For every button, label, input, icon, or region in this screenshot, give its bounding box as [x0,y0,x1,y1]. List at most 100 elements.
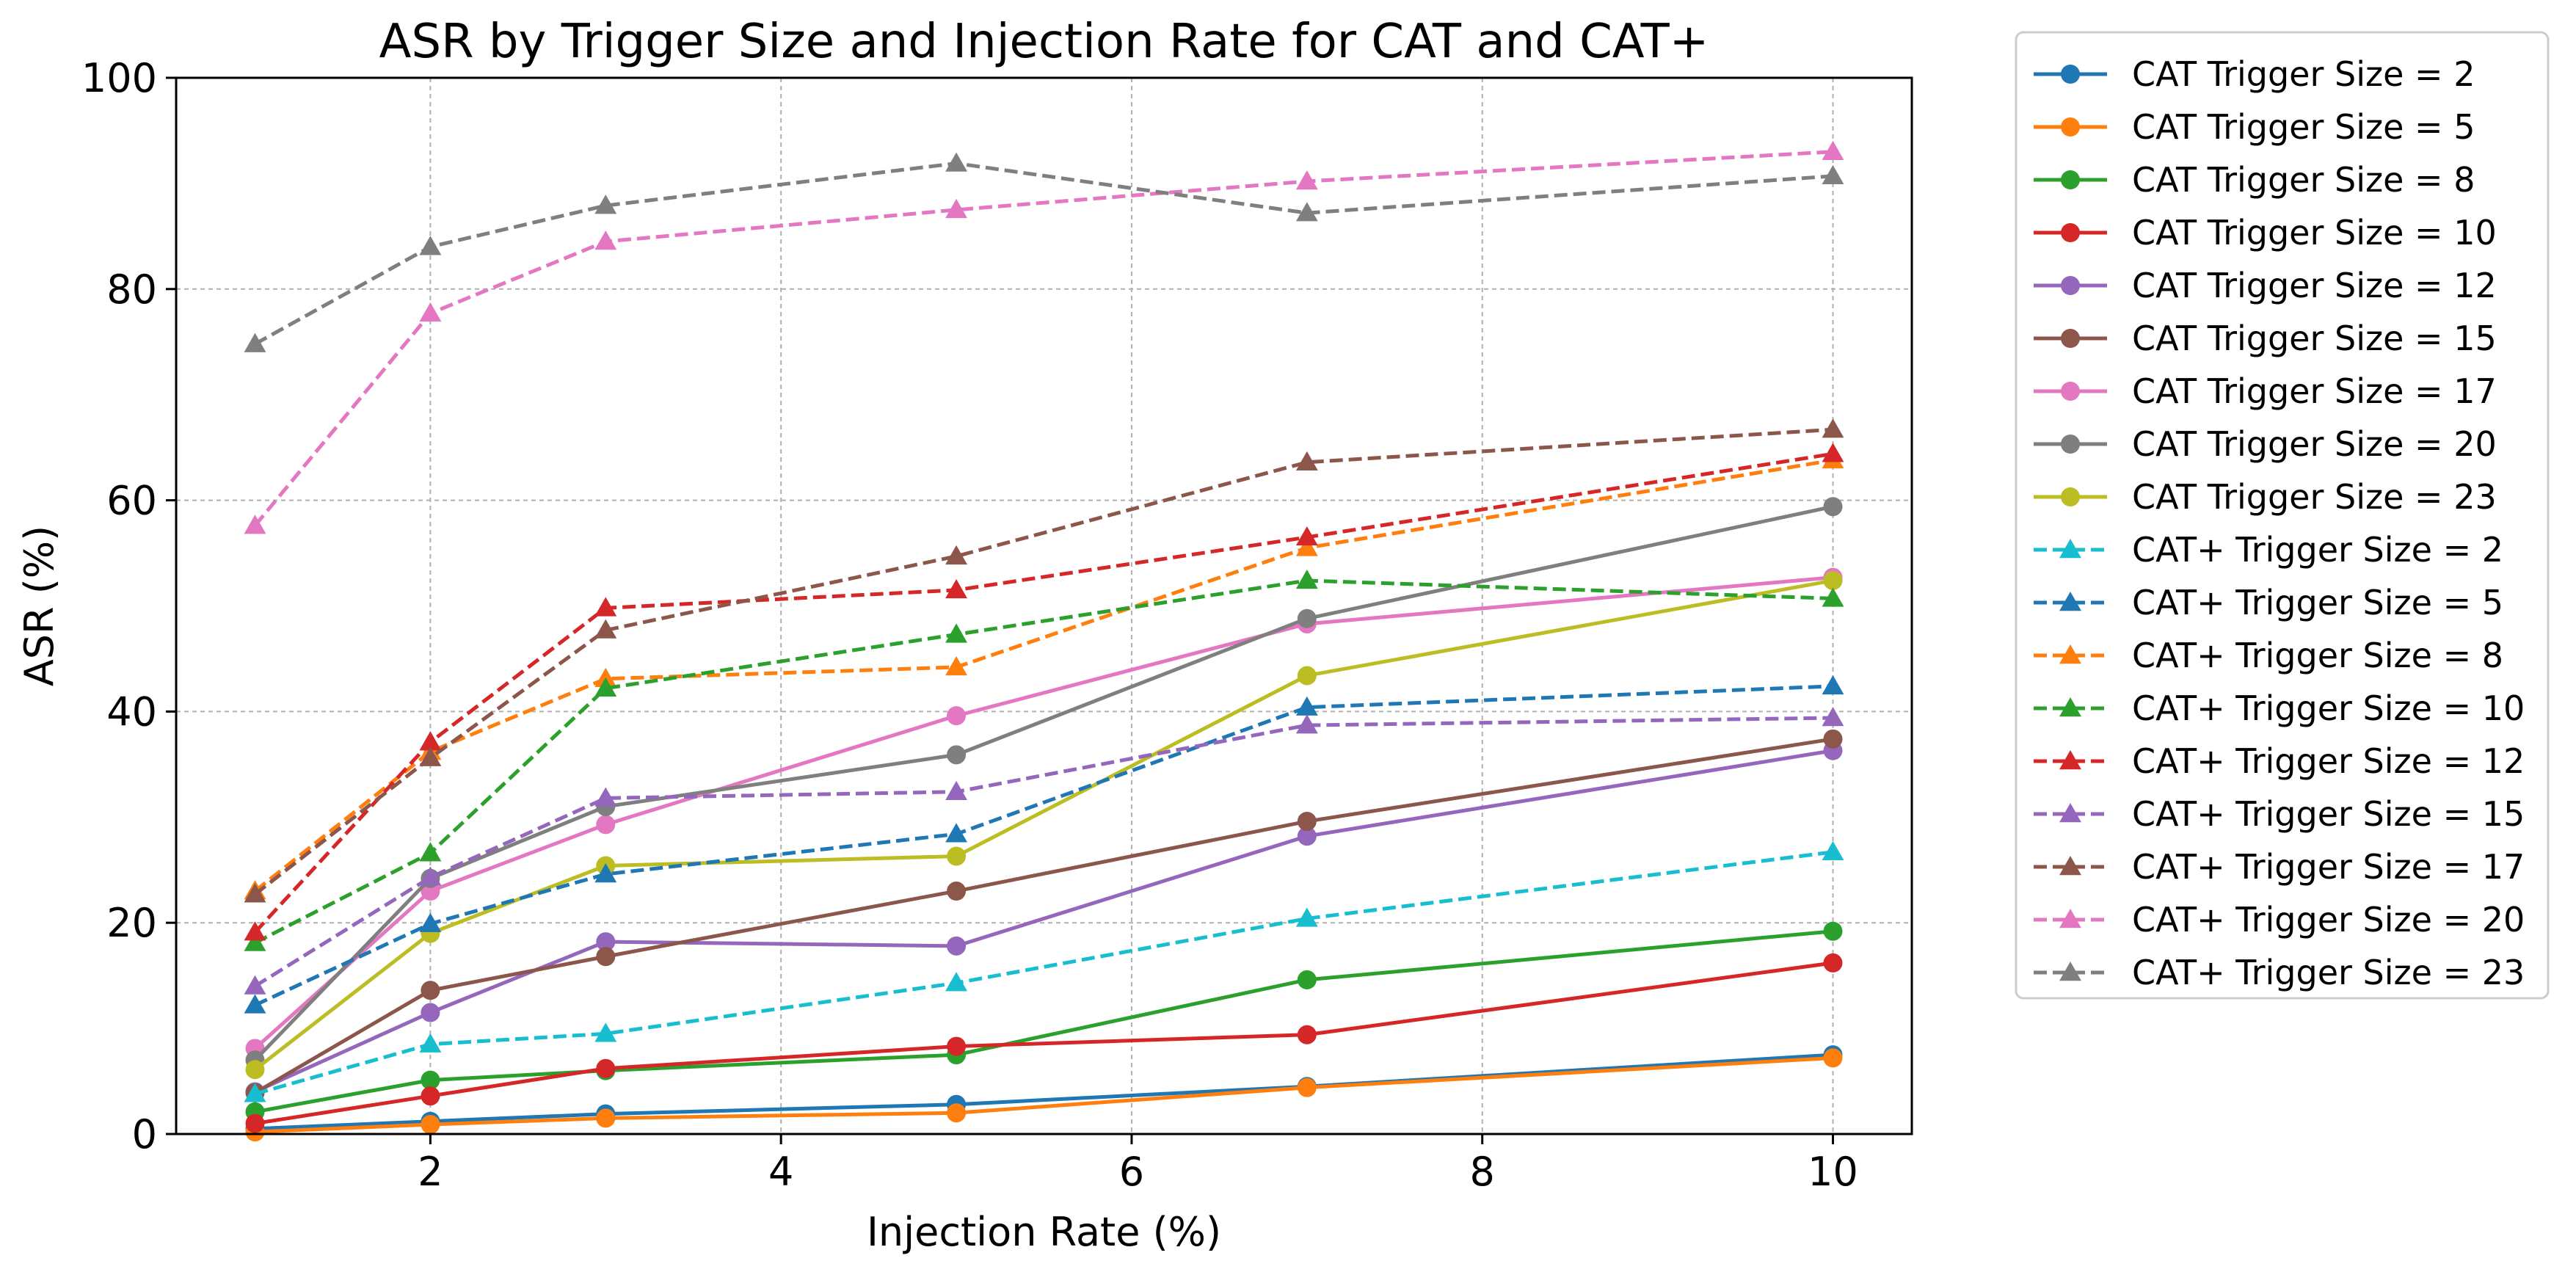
chart-title: ASR by Trigger Size and Injection Rate f… [379,15,1709,69]
y-tick-label: 40 [106,688,157,735]
grid-lines [176,78,1912,1134]
data-point [419,302,442,322]
legend-item: CAT Trigger Size = 5 [2034,107,2475,147]
data-point [596,947,616,967]
series-8 [245,497,1843,1070]
legend-marker [2059,962,2081,981]
data-point [945,972,968,992]
legend-item: CAT+ Trigger Size = 23 [2034,953,2525,992]
data-point [419,842,442,862]
legend-marker [2061,329,2080,348]
plot-frame [175,76,1913,1135]
legend-label: CAT Trigger Size = 17 [2132,371,2497,411]
data-point [421,1115,440,1135]
legend-item: CAT Trigger Size = 12 [2034,266,2497,305]
y-tick-label: 0 [132,1111,157,1157]
y-tick-label: 80 [106,266,157,313]
data-point [1822,675,1844,695]
series-9 [245,570,1843,1080]
data-point [596,815,616,835]
legend-label: CAT+ Trigger Size = 23 [2132,953,2525,992]
data-point [594,677,617,697]
series-3 [245,921,1843,1122]
legend-label: CAT+ Trigger Size = 10 [2132,688,2525,728]
series-line [253,504,1834,1062]
legend-label: CAT+ Trigger Size = 17 [2132,847,2525,887]
data-point [945,780,968,800]
legend-item: CAT Trigger Size = 10 [2034,213,2497,252]
series-line [255,1053,1833,1131]
series-5 [245,741,1843,1102]
legend-item: CAT Trigger Size = 23 [2034,477,2497,517]
data-point [244,975,266,995]
legend-marker [2059,697,2081,717]
data-point [244,883,266,903]
data-point [1295,570,1318,589]
data-point [244,931,266,951]
data-point [1295,696,1318,716]
series-lines [244,140,1844,1142]
series-line [255,961,1833,1126]
data-point [245,1113,265,1133]
series-line [253,451,1833,934]
legend-item: CAT+ Trigger Size = 17 [2034,847,2525,887]
y-tick-label: 100 [81,55,157,101]
series-15 [244,707,1844,995]
series-6 [245,729,1843,1102]
legend-label: CAT+ Trigger Size = 8 [2132,636,2503,675]
data-point [1297,970,1317,989]
legend-marker [2059,592,2081,611]
data-point [244,994,266,1014]
data-point [594,863,617,883]
data-point [1822,418,1844,438]
legend-item: CAT+ Trigger Size = 2 [2034,530,2503,570]
data-point [594,195,617,214]
data-point [1295,170,1318,190]
legend-item: CAT Trigger Size = 2 [2034,54,2475,94]
legend-marker [2059,856,2081,876]
series-14 [244,443,1844,941]
series-line [255,929,1833,1114]
legend-marker [2059,644,2081,664]
data-point [419,866,442,886]
data-point [419,236,442,255]
series-16 [244,418,1844,903]
data-point [419,731,442,751]
legend-item: CAT+ Trigger Size = 20 [2034,900,2525,940]
data-point [1297,812,1317,832]
data-point [1823,497,1843,517]
series-18 [244,152,1844,352]
legend-label: CAT+ Trigger Size = 2 [2132,530,2503,570]
data-point [1823,1048,1843,1068]
series-line [254,850,1833,1096]
series-12 [244,448,1844,900]
data-point [1822,164,1844,185]
series-line [254,684,1833,1007]
x-tick-label: 10 [1808,1149,1858,1195]
data-point [947,936,967,956]
data-point [947,745,967,765]
legend-marker [2061,223,2080,242]
data-point [594,619,617,639]
data-point [244,515,266,534]
legend-item: CAT Trigger Size = 20 [2034,424,2497,464]
data-point [1823,729,1843,749]
series-17 [244,140,1844,534]
data-point [421,1070,440,1090]
series-line [253,575,1833,1050]
data-point [1822,443,1844,462]
data-point [421,1003,440,1022]
data-point [421,981,440,1000]
legend-label: CAT Trigger Size = 10 [2132,213,2497,252]
legend: CAT Trigger Size = 2 CAT Trigger Size = 5… [2015,31,2550,1000]
series-line [253,578,1833,1072]
y-tick-label: 20 [106,900,157,946]
series-2 [245,1048,1843,1142]
data-point [421,1086,440,1106]
y-tick-label: 60 [106,478,157,524]
data-point [945,623,968,643]
data-point [1822,587,1844,607]
series-line [253,427,1833,896]
legend-marker [2059,539,2081,559]
